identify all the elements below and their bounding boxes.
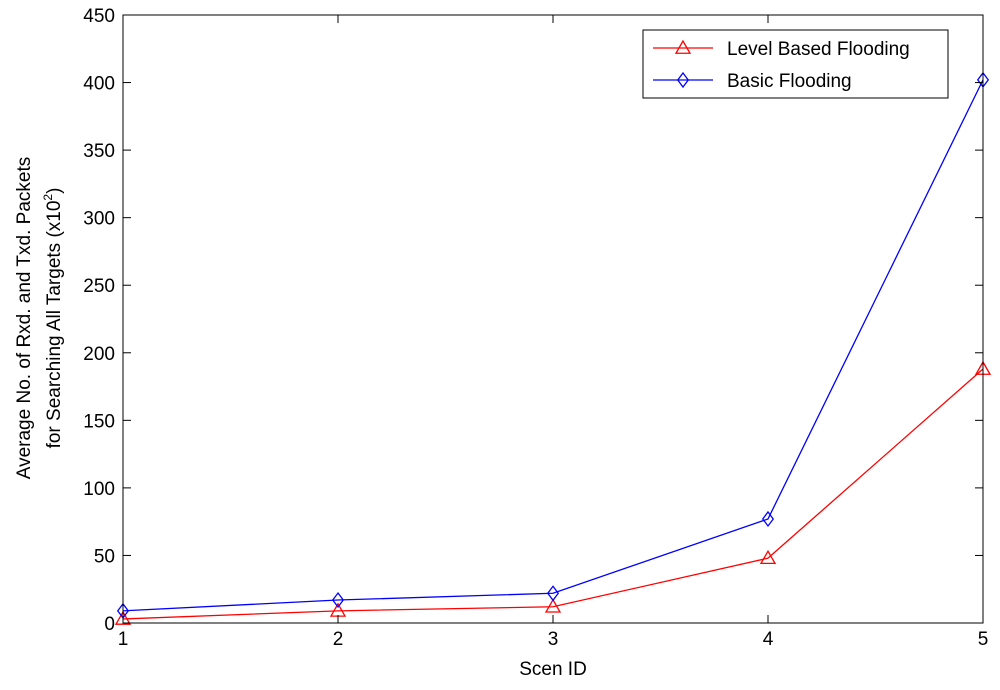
y-axis-label: Average No. of Rxd. and Txd. Packets for…: [14, 157, 65, 479]
x-tick-label: 1: [118, 629, 129, 650]
legend-marker-diamond: [676, 71, 690, 89]
series-line: [122, 79, 984, 612]
data-point-triangle: [759, 549, 777, 565]
legend-entry: Level Based Flooding: [653, 39, 910, 60]
legend: Level Based Flooding Basic Flooding: [642, 29, 949, 99]
data-point-diamond: [761, 510, 775, 528]
y-axis-label-line2-prefix: for Searching All Targets (x10: [44, 201, 65, 449]
y-tick-label: 350: [83, 141, 115, 162]
y-tick-label: 300: [83, 209, 115, 230]
series-basic-flooding: [116, 71, 990, 619]
legend-marker-triangle: [674, 39, 692, 54]
x-tick-label: 4: [763, 629, 774, 650]
data-point-diamond: [331, 591, 345, 609]
y-axis-label-line1: Average No. of Rxd. and Txd. Packets: [14, 157, 35, 479]
y-axis-label-line2-suffix: ): [44, 188, 65, 194]
data-point-triangle: [114, 610, 132, 625]
y-tick-label: 150: [83, 411, 115, 432]
plot-area: [123, 15, 983, 623]
legend-box: [642, 29, 949, 99]
legend-label: Level Based Flooding: [727, 39, 910, 60]
y-tick-label: 0: [104, 614, 115, 635]
x-tick-label: 2: [333, 629, 344, 650]
y-axis-label-exponent: 2: [41, 194, 55, 201]
y-tick-label: 50: [94, 546, 115, 567]
axes-layer: [122, 14, 984, 624]
y-tick-label: 250: [83, 276, 115, 297]
data-point-diamond: [546, 585, 560, 602]
y-tick-label: 200: [83, 344, 115, 365]
series-layer: [114, 71, 992, 625]
x-tick-label: 5: [978, 629, 989, 650]
series-line: [122, 368, 984, 620]
y-tick-label: 400: [83, 74, 115, 95]
data-point-triangle: [544, 598, 562, 613]
plot-background: [123, 15, 983, 623]
x-tick-label: 3: [548, 629, 559, 650]
legend-label: Basic Flooding: [727, 71, 852, 92]
x-axis-label: Scen ID: [519, 659, 587, 680]
y-tick-label: 450: [83, 6, 115, 27]
y-tick-label: 100: [83, 479, 115, 500]
legend-entry: Basic Flooding: [653, 71, 852, 92]
y-axis-label-line2: for Searching All Targets (x102): [41, 188, 65, 449]
